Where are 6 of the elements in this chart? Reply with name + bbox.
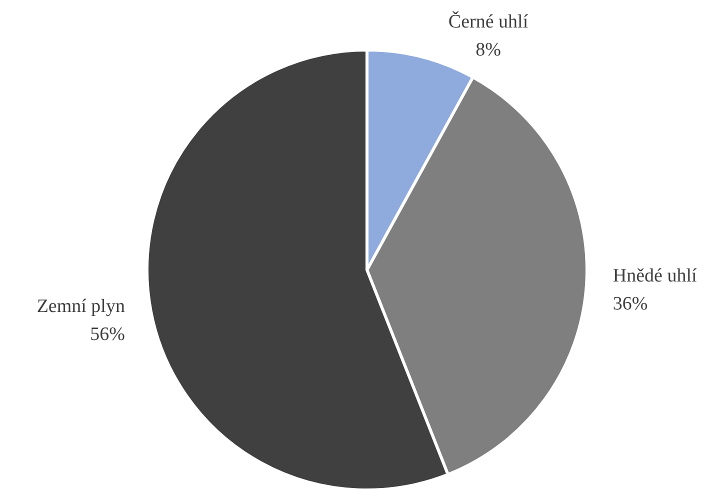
slice-label: Zemní plyn bbox=[36, 296, 126, 318]
data-label: 56% bbox=[90, 324, 126, 346]
slice-label: Hnědé uhlí bbox=[612, 265, 698, 286]
data-label: 36% bbox=[612, 293, 648, 314]
data-label: 8% bbox=[476, 39, 502, 60]
slice-label: Černé uhlí bbox=[448, 10, 529, 32]
